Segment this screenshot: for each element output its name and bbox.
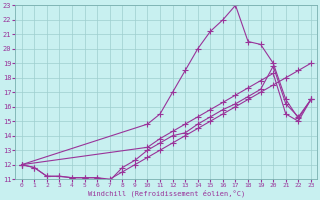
X-axis label: Windchill (Refroidissement éolien,°C): Windchill (Refroidissement éolien,°C)	[88, 190, 245, 197]
